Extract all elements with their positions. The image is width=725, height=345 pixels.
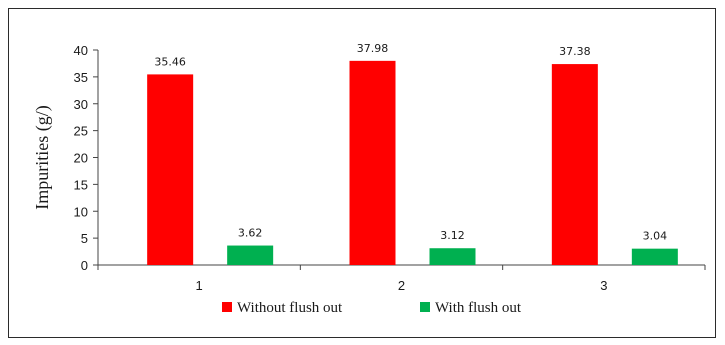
legend-label: Without flush out xyxy=(237,300,343,316)
chart-data-labels: 35.46 37.98 37.38 3.62 3.12 3.04 xyxy=(154,42,667,243)
y-tick-label: 35 xyxy=(74,70,88,85)
y-tick-label: 20 xyxy=(74,151,88,166)
chart-axes: 0 5 10 15 20 25 30 35 40 1 2 3 xyxy=(74,43,706,293)
y-tick-label: 40 xyxy=(74,43,88,58)
bar xyxy=(429,248,476,265)
bar xyxy=(631,248,678,265)
x-tick-label: 1 xyxy=(196,278,203,293)
x-tick-label: 3 xyxy=(600,278,607,293)
legend-swatch xyxy=(222,302,232,312)
bar xyxy=(551,64,598,266)
data-label: 3.62 xyxy=(238,227,263,240)
y-tick-label: 15 xyxy=(74,177,88,192)
legend-label: With flush out xyxy=(435,300,522,316)
y-axis-label: Impurities (g/) xyxy=(32,105,53,209)
data-label: 37.98 xyxy=(357,42,389,55)
bar xyxy=(227,245,274,265)
data-label: 3.04 xyxy=(643,230,668,243)
y-tick-label: 25 xyxy=(74,124,88,139)
bar xyxy=(147,74,194,265)
y-tick-label: 0 xyxy=(81,258,88,273)
bar xyxy=(349,60,396,265)
x-tick-label: 2 xyxy=(398,278,405,293)
data-label: 35.46 xyxy=(154,55,186,68)
y-tick-label: 10 xyxy=(74,204,88,219)
data-label: 37.38 xyxy=(559,45,591,58)
chart-bars xyxy=(147,60,678,266)
y-tick-label: 5 xyxy=(81,231,88,246)
y-tick-label: 30 xyxy=(74,97,88,112)
chart-legend: Without flush out With flush out xyxy=(222,300,522,316)
legend-swatch xyxy=(420,302,430,312)
data-label: 3.12 xyxy=(440,229,465,242)
